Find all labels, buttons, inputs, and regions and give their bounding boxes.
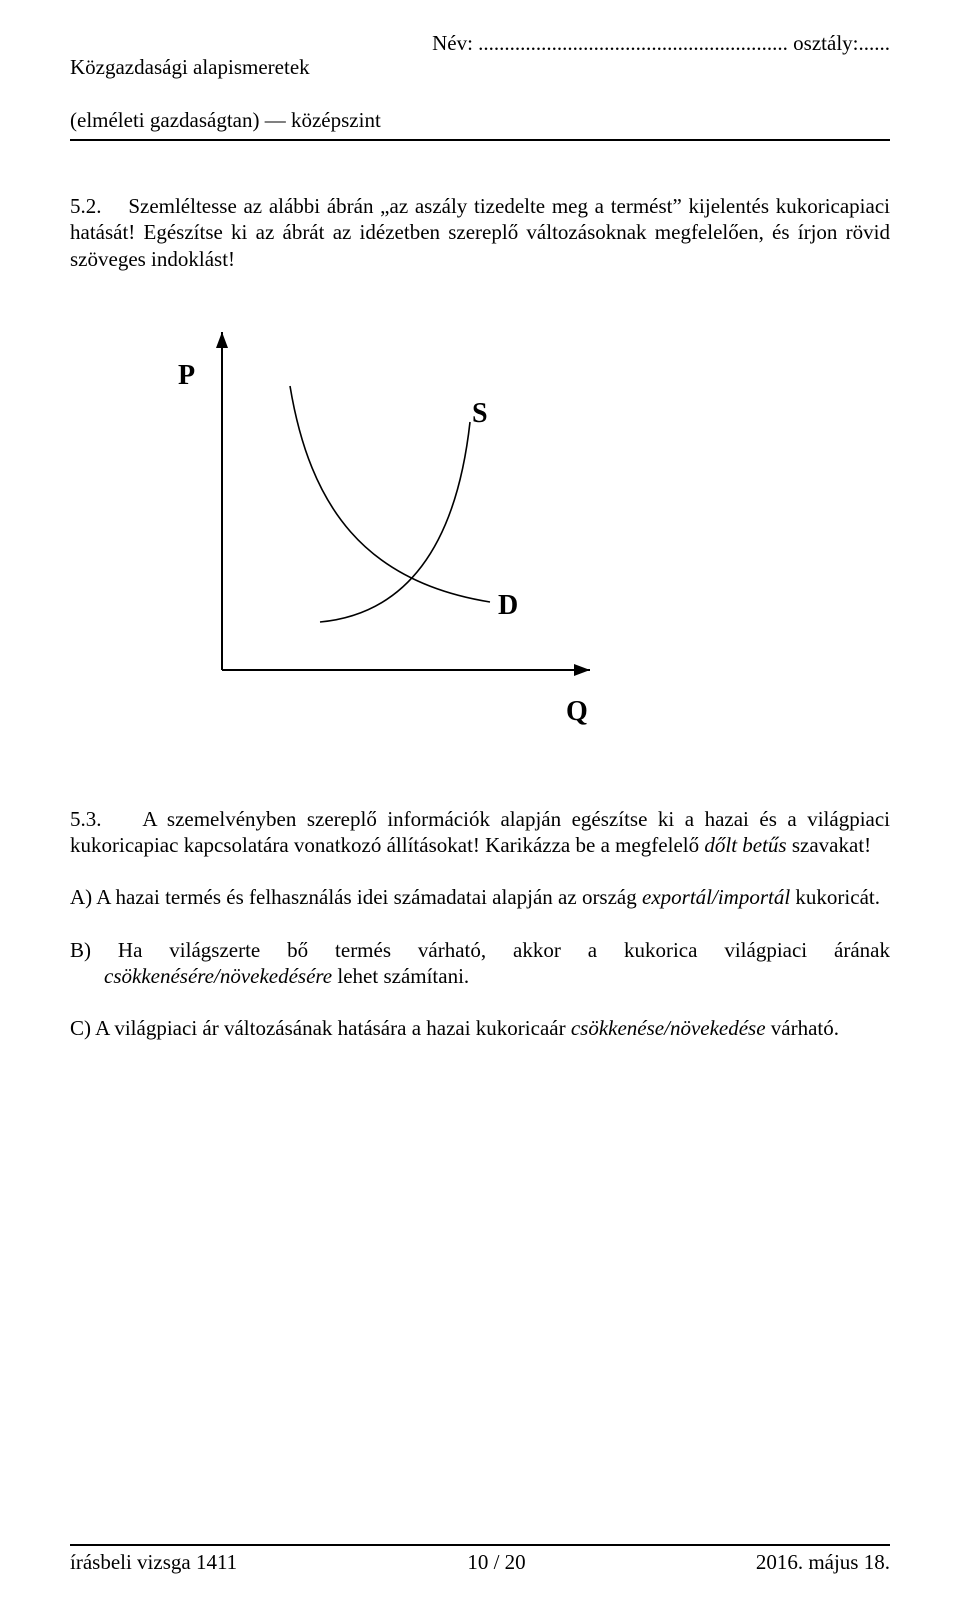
q53-options: A) A hazai termés és felhasználás idei s… [70, 884, 890, 1041]
class-dots: ...... [859, 31, 891, 55]
footer-divider [70, 1544, 890, 1546]
opt-b-t1: Ha világszerte bő termés várható, akkor … [91, 938, 890, 962]
opt-b-t2: lehet számítani. [332, 964, 469, 988]
opt-a-italic: exportál/importál [642, 885, 790, 909]
opt-c-italic: csökkenése/növekedése [571, 1016, 766, 1040]
svg-text:P: P [178, 360, 195, 391]
footer-left: írásbeli vizsga 1411 [70, 1550, 237, 1575]
opt-b-italic: csökkenésére/növekedésére [104, 964, 332, 988]
name-label: Név: [432, 31, 473, 55]
supply-demand-chart: P S D Q [160, 322, 890, 752]
q53-number: 5.3. [70, 807, 102, 831]
option-a: A) A hazai termés és felhasználás idei s… [70, 884, 890, 910]
opt-a-t2: kukoricát. [790, 885, 880, 909]
page-footer: írásbeli vizsga 1411 10 / 20 2016. május… [70, 1544, 890, 1575]
footer-center: 10 / 20 [467, 1550, 525, 1575]
q52-text-before: Szemléltesse az alábbi ábrán [128, 194, 380, 218]
svg-text:S: S [472, 398, 488, 429]
opt-b-letter: B) [70, 938, 91, 962]
name-dots: ........................................… [473, 31, 788, 55]
header-subject: Közgazdasági alapismeretek (elméleti gaz… [70, 28, 381, 133]
q53-intro-italic: dőlt betűs [704, 833, 786, 857]
header-line2: (elméleti gazdaságtan) — középszint [70, 108, 381, 132]
class-label: osztály: [788, 31, 859, 55]
q53-intro-part2: szavakat! [787, 833, 872, 857]
opt-c-t1: A világpiaci ár változásának hatására a … [91, 1016, 571, 1040]
q52-quote: „az aszály tizedelte meg a termést” [380, 194, 682, 218]
page-header: Közgazdasági alapismeretek (elméleti gaz… [70, 28, 890, 133]
q52-number: 5.2. [70, 194, 102, 218]
header-line1: Közgazdasági alapismeretek [70, 55, 310, 79]
question-5-3: 5.3. A szemelvényben szereplő információ… [70, 806, 890, 859]
chart-svg: P S D Q [160, 322, 600, 752]
opt-a-letter: A) [70, 885, 92, 909]
opt-c-t2: várható. [766, 1016, 839, 1040]
svg-text:D: D [498, 590, 518, 621]
option-b: B) Ha világszerte bő termés várható, akk… [70, 937, 890, 990]
option-c: C) A világpiaci ár változásának hatására… [70, 1015, 890, 1041]
opt-c-letter: C) [70, 1016, 91, 1040]
opt-a-t1: A hazai termés és felhasználás idei szám… [92, 885, 642, 909]
svg-text:Q: Q [566, 696, 588, 727]
question-5-2: 5.2. Szemléltesse az alábbi ábrán „az as… [70, 193, 890, 272]
footer-right: 2016. május 18. [756, 1550, 890, 1575]
header-name-class: Név: ...................................… [432, 28, 890, 56]
